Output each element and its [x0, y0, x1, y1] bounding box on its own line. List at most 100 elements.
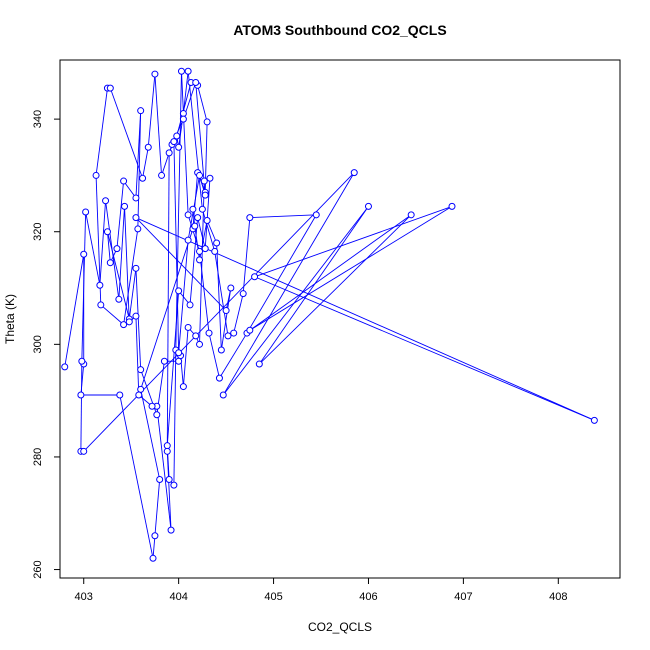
data-point [134, 225, 142, 233]
data-point [151, 532, 159, 540]
series-segment [83, 172, 355, 452]
series-segment [197, 217, 206, 249]
data-point [139, 174, 147, 182]
y-tick-label: 280 [32, 448, 44, 466]
data-point [120, 321, 128, 329]
data-point [194, 214, 202, 222]
series-segment [135, 316, 140, 396]
y-axis: 260 280 300 320 340 [32, 110, 60, 579]
series-segment [135, 217, 227, 311]
data-point [106, 84, 114, 92]
data-point [312, 211, 320, 219]
y-tick-label: 300 [32, 335, 44, 353]
x-tick-label: 403 [75, 591, 93, 603]
data-point [224, 332, 232, 340]
series-segment [233, 293, 244, 334]
data-point [227, 284, 235, 292]
data-point [80, 447, 88, 455]
series-segment [199, 251, 210, 334]
series-segment [154, 74, 163, 176]
series-segment [258, 206, 369, 365]
series-segment [208, 332, 220, 379]
data-point [191, 222, 199, 230]
data-point [189, 205, 197, 213]
series-segment [259, 214, 412, 365]
data-point [160, 357, 168, 365]
series-segment [206, 220, 218, 244]
data-point [137, 366, 145, 374]
data-point [102, 197, 110, 205]
x-axis-label: CO2_QCLS [308, 620, 372, 634]
data-point [239, 290, 247, 298]
series-segment [201, 209, 216, 252]
series-segment [152, 535, 156, 559]
data-point [203, 216, 211, 224]
series-points [61, 67, 598, 562]
data-point [590, 416, 598, 424]
data-point [80, 250, 88, 258]
y-axis-label: Theta (K) [3, 294, 17, 344]
x-tick-label: 404 [169, 591, 187, 603]
data-point [177, 67, 185, 75]
data-point [230, 329, 238, 337]
data-point [200, 177, 208, 185]
series-segment [142, 147, 149, 179]
series-segment [124, 206, 130, 322]
data-point [132, 264, 140, 272]
data-point [61, 363, 69, 371]
series-segment [166, 152, 170, 452]
data-point [156, 475, 164, 483]
series-segment [254, 205, 453, 278]
data-point [205, 329, 213, 337]
data-point [407, 211, 415, 219]
data-point [448, 202, 456, 210]
data-point [96, 281, 104, 289]
data-point [186, 301, 194, 309]
x-tick-label: 406 [359, 591, 377, 603]
data-point [149, 554, 157, 562]
x-tick-label: 405 [264, 591, 282, 603]
series-segment [135, 268, 142, 370]
data-point [206, 174, 214, 182]
series-segment [99, 200, 107, 286]
data-point [196, 247, 204, 255]
data-point [106, 259, 114, 267]
series-segment [166, 451, 172, 531]
data-point [184, 323, 192, 331]
data-point [115, 295, 123, 303]
data-point [148, 402, 156, 410]
series-segment [156, 406, 172, 531]
data-point [78, 357, 86, 365]
series-segment [242, 217, 251, 294]
series-segment [166, 290, 180, 446]
data-point [350, 169, 358, 177]
data-point [179, 383, 187, 391]
x-tick-label: 408 [549, 591, 567, 603]
data-point [125, 318, 133, 326]
series-segment [195, 82, 206, 196]
data-point [251, 273, 259, 281]
series-segment [95, 88, 108, 176]
data-point [137, 107, 145, 115]
data-point [170, 481, 178, 489]
series-segment [140, 228, 194, 390]
data-point [184, 211, 192, 219]
series-segment [118, 206, 125, 300]
series-segment [189, 217, 199, 305]
data-point [175, 357, 183, 365]
data-point [135, 391, 143, 399]
data-point [163, 442, 171, 450]
series-segment [249, 214, 412, 331]
data-point [92, 171, 100, 179]
series-segment [147, 74, 156, 148]
data-point [213, 239, 221, 247]
series-segment [80, 361, 83, 452]
series-segment [173, 141, 180, 353]
data-point [179, 115, 187, 123]
data-point [170, 138, 178, 146]
data-point [137, 385, 145, 393]
data-point [192, 79, 200, 87]
data-point [82, 208, 90, 216]
data-point [184, 67, 192, 75]
